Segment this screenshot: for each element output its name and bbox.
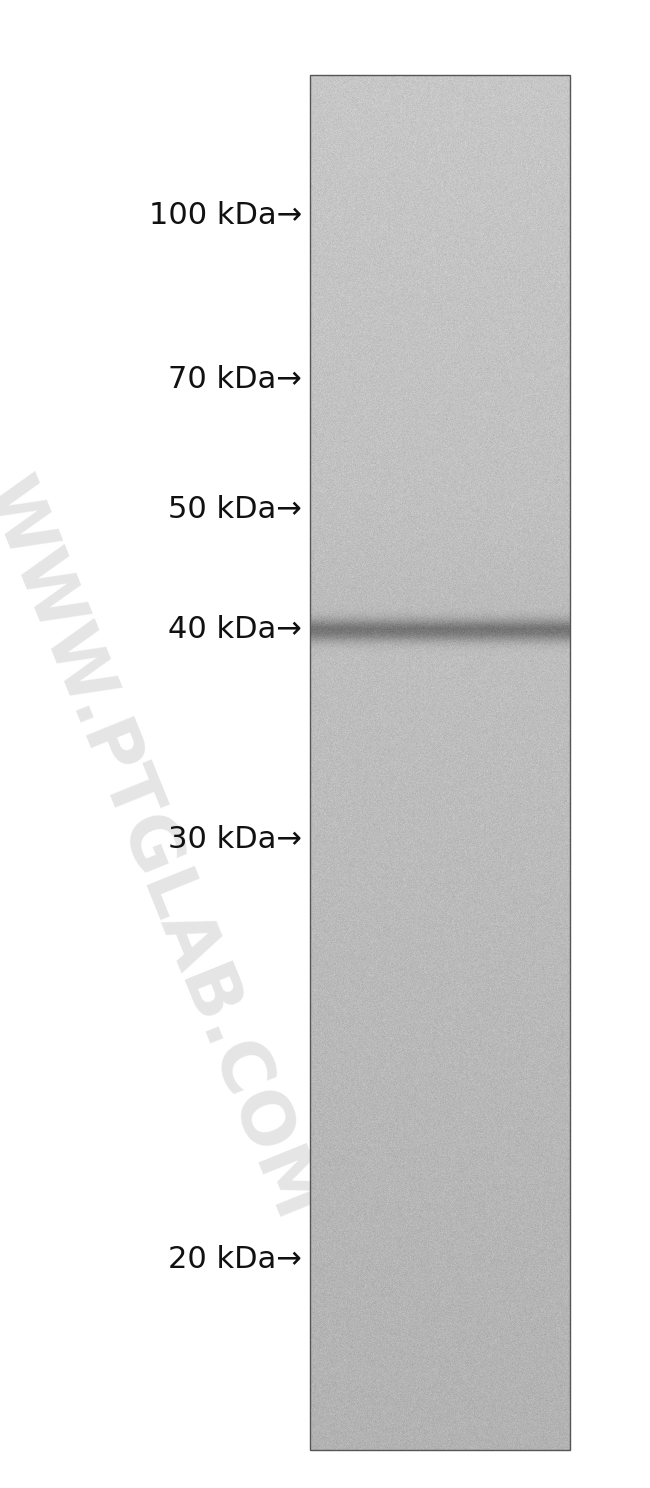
Text: 30 kDa→: 30 kDa→	[168, 826, 302, 854]
Bar	[310, 74, 570, 1449]
Text: 70 kDa→: 70 kDa→	[168, 366, 302, 394]
Text: 100 kDa→: 100 kDa→	[149, 201, 302, 229]
Text: 20 kDa→: 20 kDa→	[168, 1245, 302, 1275]
Text: 50 kDa→: 50 kDa→	[168, 496, 302, 524]
Text: WWW.PTGLAB.COM: WWW.PTGLAB.COM	[0, 469, 331, 1231]
Text: 40 kDa→: 40 kDa→	[168, 616, 302, 644]
